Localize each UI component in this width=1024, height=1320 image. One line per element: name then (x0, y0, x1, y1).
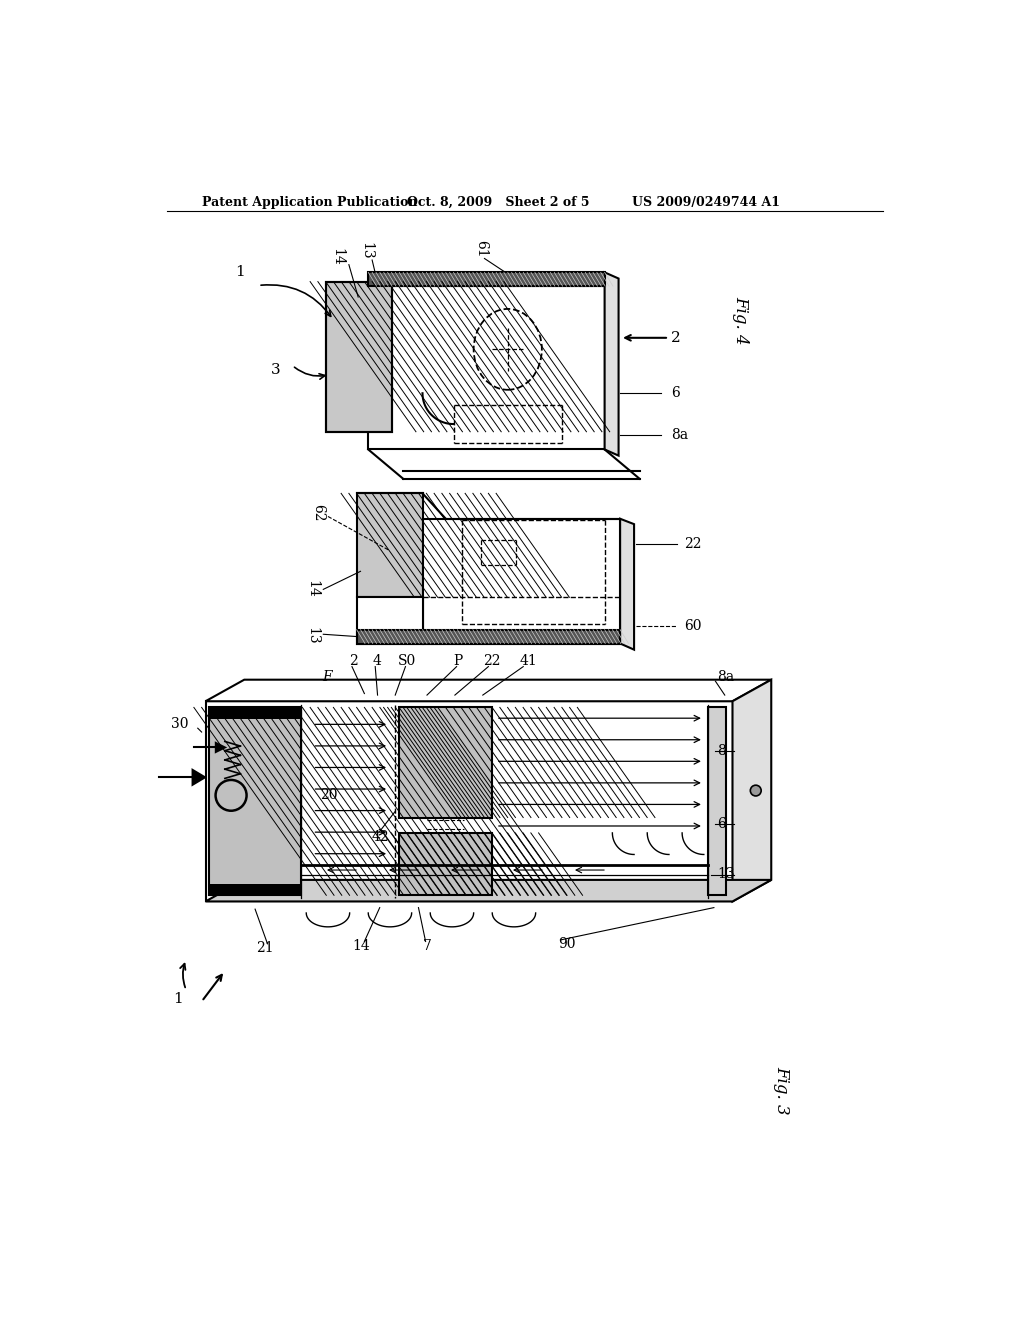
Polygon shape (621, 519, 634, 649)
Text: 61: 61 (474, 240, 487, 259)
Text: Patent Application Publication: Patent Application Publication (202, 195, 417, 209)
Bar (356, 494, 423, 598)
Bar (369, 272, 604, 286)
Text: 62: 62 (311, 504, 325, 521)
Bar (399, 833, 493, 895)
Circle shape (751, 785, 761, 796)
Bar (209, 708, 301, 895)
Text: 14: 14 (331, 248, 344, 265)
Polygon shape (356, 494, 423, 598)
Text: F: F (322, 669, 332, 684)
Text: US 2009/0249744 A1: US 2009/0249744 A1 (632, 195, 779, 209)
Text: 8a: 8a (672, 428, 688, 442)
Polygon shape (326, 281, 391, 432)
Text: 13: 13 (359, 242, 374, 260)
Text: 22: 22 (684, 537, 701, 550)
Text: 41: 41 (519, 655, 538, 668)
Text: 13: 13 (305, 627, 319, 644)
Polygon shape (209, 708, 301, 895)
Text: 6: 6 (672, 385, 680, 400)
Text: 20: 20 (321, 788, 338, 803)
Bar (326, 281, 391, 432)
Bar (399, 708, 493, 817)
Polygon shape (399, 708, 493, 817)
Text: 8a: 8a (717, 669, 734, 684)
Text: 7: 7 (423, 939, 431, 953)
Text: Oct. 8, 2009   Sheet 2 of 5: Oct. 8, 2009 Sheet 2 of 5 (407, 195, 590, 209)
Text: 2: 2 (349, 655, 357, 668)
Polygon shape (191, 768, 207, 787)
Text: 4: 4 (372, 655, 381, 668)
Polygon shape (399, 833, 493, 895)
Text: 60: 60 (684, 619, 701, 634)
Polygon shape (732, 680, 771, 902)
Text: 42: 42 (372, 830, 389, 845)
Text: 21: 21 (256, 941, 273, 954)
Text: 8: 8 (717, 744, 726, 758)
Text: 1: 1 (234, 265, 245, 280)
Polygon shape (206, 701, 732, 902)
Text: Fig. 4: Fig. 4 (732, 296, 749, 345)
Bar (356, 630, 621, 644)
Polygon shape (369, 272, 604, 286)
Polygon shape (206, 880, 771, 902)
Text: S0: S0 (397, 655, 416, 668)
Text: 2: 2 (672, 331, 681, 345)
Text: 14: 14 (305, 581, 319, 598)
Polygon shape (423, 519, 621, 644)
Text: 13: 13 (717, 867, 734, 882)
Polygon shape (356, 598, 423, 644)
Polygon shape (708, 708, 726, 895)
Text: 3: 3 (271, 363, 281, 378)
Text: 14: 14 (352, 939, 371, 953)
Polygon shape (356, 630, 621, 644)
Text: 6: 6 (717, 817, 726, 832)
Polygon shape (209, 708, 301, 719)
Text: 30: 30 (171, 717, 188, 731)
Text: P: P (454, 655, 463, 668)
Polygon shape (604, 272, 618, 455)
Polygon shape (369, 286, 604, 449)
Text: 90: 90 (558, 937, 575, 950)
Polygon shape (206, 680, 771, 701)
Text: 22: 22 (483, 655, 501, 668)
Text: 1: 1 (173, 993, 182, 1006)
Polygon shape (215, 742, 227, 754)
Text: Fig. 3: Fig. 3 (773, 1065, 790, 1114)
Polygon shape (209, 884, 301, 895)
